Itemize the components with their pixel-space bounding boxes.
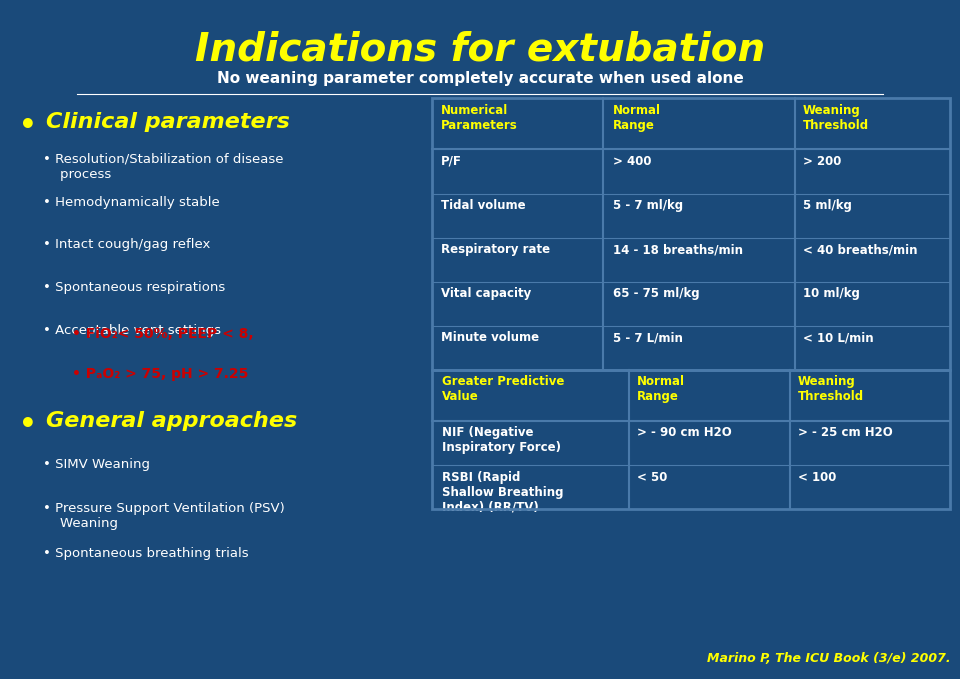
Text: < 10 L/min: < 10 L/min	[803, 331, 874, 344]
Text: P/F: P/F	[441, 155, 462, 168]
Text: 5 - 7 ml/kg: 5 - 7 ml/kg	[612, 199, 683, 212]
Text: Clinical parameters: Clinical parameters	[46, 112, 290, 132]
Text: Weaning
Threshold: Weaning Threshold	[803, 104, 869, 132]
Text: Vital capacity: Vital capacity	[441, 287, 531, 300]
Text: Minute volume: Minute volume	[441, 331, 539, 344]
Text: > - 25 cm H2O: > - 25 cm H2O	[798, 426, 893, 439]
FancyBboxPatch shape	[432, 98, 950, 370]
Text: •: •	[19, 112, 36, 140]
Text: Weaning
Threshold: Weaning Threshold	[798, 375, 864, 403]
Text: > - 90 cm H2O: > - 90 cm H2O	[637, 426, 732, 439]
Text: • Resolution/Stabilization of disease
    process: • Resolution/Stabilization of disease pr…	[43, 153, 284, 181]
Text: • Spontaneous respirations: • Spontaneous respirations	[43, 281, 226, 294]
Text: • Acceptable vent settings: • Acceptable vent settings	[43, 324, 221, 337]
Text: Indications for extubation: Indications for extubation	[195, 31, 765, 69]
Text: Normal
Range: Normal Range	[637, 375, 685, 403]
Text: RSBI (Rapid
Shallow Breathing
Index) (RR/TV): RSBI (Rapid Shallow Breathing Index) (RR…	[442, 471, 564, 513]
Text: • Intact cough/gag reflex: • Intact cough/gag reflex	[43, 238, 210, 251]
Text: Greater Predictive
Value: Greater Predictive Value	[442, 375, 564, 403]
Text: 5 ml/kg: 5 ml/kg	[803, 199, 852, 212]
Text: Tidal volume: Tidal volume	[441, 199, 525, 212]
Text: No weaning parameter completely accurate when used alone: No weaning parameter completely accurate…	[217, 71, 743, 86]
Text: < 40 breaths/min: < 40 breaths/min	[803, 243, 917, 256]
Text: • Hemodynamically stable: • Hemodynamically stable	[43, 196, 220, 208]
Text: • FiO₂< 50%, PEEP < 8,: • FiO₂< 50%, PEEP < 8,	[72, 327, 253, 342]
Text: 10 ml/kg: 10 ml/kg	[803, 287, 859, 300]
Text: > 200: > 200	[803, 155, 841, 168]
Text: •: •	[19, 411, 36, 439]
FancyBboxPatch shape	[432, 370, 950, 509]
Text: Respiratory rate: Respiratory rate	[441, 243, 550, 256]
Text: NIF (Negative
Inspiratory Force): NIF (Negative Inspiratory Force)	[442, 426, 561, 454]
Text: 5 - 7 L/min: 5 - 7 L/min	[612, 331, 683, 344]
Text: 14 - 18 breaths/min: 14 - 18 breaths/min	[612, 243, 743, 256]
Text: > 400: > 400	[612, 155, 651, 168]
Text: • Spontaneous breathing trials: • Spontaneous breathing trials	[43, 547, 249, 559]
Text: Marino P, The ICU Book (3/e) 2007.: Marino P, The ICU Book (3/e) 2007.	[707, 653, 950, 665]
Text: 65 - 75 ml/kg: 65 - 75 ml/kg	[612, 287, 699, 300]
Text: Normal
Range: Normal Range	[612, 104, 660, 132]
Text: < 100: < 100	[798, 471, 836, 483]
Text: • PₐO₂ > 75, pH > 7.25: • PₐO₂ > 75, pH > 7.25	[72, 367, 249, 381]
Text: < 50: < 50	[637, 471, 667, 483]
Text: Numerical
Parameters: Numerical Parameters	[441, 104, 517, 132]
Text: General approaches: General approaches	[46, 411, 298, 430]
Text: • Pressure Support Ventilation (PSV)
    Weaning: • Pressure Support Ventilation (PSV) Wea…	[43, 502, 285, 530]
Text: • SIMV Weaning: • SIMV Weaning	[43, 458, 150, 471]
